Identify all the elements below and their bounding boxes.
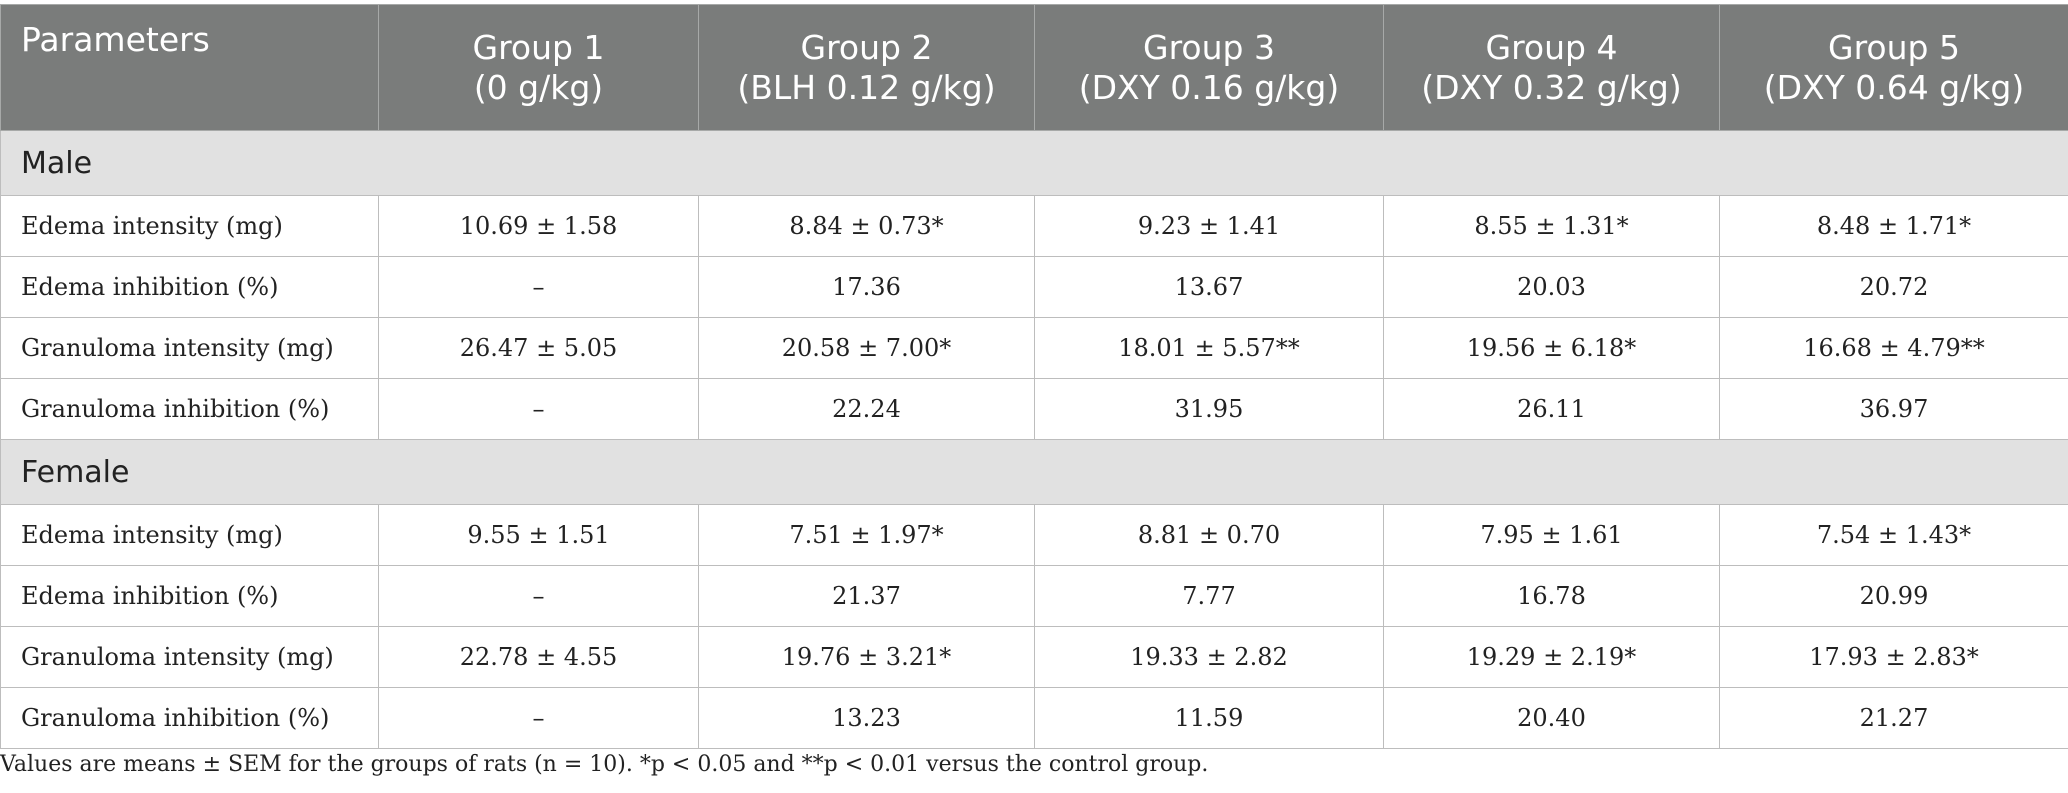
table-cell: 20.40 [1383, 687, 1720, 749]
section-title: Male [0, 130, 2068, 196]
header-group-3: Group 3 (DXY 0.16 g/kg) [1034, 4, 1384, 131]
table-cell: 13.67 [1034, 256, 1384, 318]
table-cell: 20.72 [1719, 256, 2068, 318]
table-row: Granuloma inhibition (%) –13.23 11.59 20.40… [0, 687, 2068, 749]
header-row: Parameters Group 1 (0 g/kg) Group 2 (BLH 0… [0, 4, 2068, 131]
section-row: Male [0, 130, 2068, 196]
table-cell: 18.01 ± 5.57** [1034, 317, 1384, 379]
table-cell: 16.78 [1383, 565, 1720, 627]
table-cell: 8.84 ± 0.73* [698, 195, 1035, 257]
table-cell: 19.29 ± 2.19* [1383, 626, 1720, 688]
table-cell: 8.55 ± 1.31* [1383, 195, 1720, 257]
table-row: Granuloma intensity (mg) 22.78 ± 4.55 19.7… [0, 626, 2068, 688]
table-row: Edema intensity (mg) 10.69 ± 1.58 8.84 ± 0… [0, 195, 2068, 257]
table-cell: 7.54 ± 1.43* [1719, 504, 2068, 566]
table-cell: 19.76 ± 3.21* [698, 626, 1035, 688]
table-cell: 10.69 ± 1.58 [378, 195, 699, 257]
header-group-5: Group 5 (DXY 0.64 g/kg) [1719, 4, 2068, 131]
table-cell: 20.99 [1719, 565, 2068, 627]
table-cell: 8.81 ± 0.70 [1034, 504, 1384, 566]
table-footnote: Values are means ± SEM for the groups of… [0, 752, 1209, 777]
table-cell: – [378, 256, 699, 318]
row-label: Edema intensity (mg) [0, 195, 379, 257]
table-cell: 9.23 ± 1.41 [1034, 195, 1384, 257]
table-cell: 21.27 [1719, 687, 2068, 749]
table-cell: 19.56 ± 6.18* [1383, 317, 1720, 379]
table-cell: 20.03 [1383, 256, 1720, 318]
table-row: Granuloma inhibition (%) –22.24 31.95 26.11… [0, 378, 2068, 440]
data-table: Parameters Group 1 (0 g/kg) Group 2 (BLH 0… [0, 4, 2068, 749]
table-cell: 21.37 [698, 565, 1035, 627]
row-label: Edema intensity (mg) [0, 504, 379, 566]
header-group-1: Group 1 (0 g/kg) [378, 4, 699, 131]
row-label: Granuloma inhibition (%) [0, 378, 379, 440]
table-row: Granuloma intensity (mg) 26.47 ± 5.05 20.5… [0, 317, 2068, 379]
table-cell: 8.48 ± 1.71* [1719, 195, 2068, 257]
table-cell: 19.33 ± 2.82 [1034, 626, 1384, 688]
row-label: Edema inhibition (%) [0, 565, 379, 627]
table-cell: 17.36 [698, 256, 1035, 318]
table-cell: 7.77 [1034, 565, 1384, 627]
table-cell: 7.95 ± 1.61 [1383, 504, 1720, 566]
table-row: Edema inhibition (%) –21.37 7.77 16.78 20.99 [0, 565, 2068, 627]
table-cell: 26.47 ± 5.05 [378, 317, 699, 379]
header-group-4: Group 4 (DXY 0.32 g/kg) [1383, 4, 1720, 131]
table-cell: – [378, 565, 699, 627]
row-label: Granuloma inhibition (%) [0, 687, 379, 749]
table-cell: 20.58 ± 7.00* [698, 317, 1035, 379]
table-cell: – [378, 687, 699, 749]
table-cell: 16.68 ± 4.79** [1719, 317, 2068, 379]
table-cell: – [378, 378, 699, 440]
table-row: Edema inhibition (%) –17.36 13.67 20.03 20.7… [0, 256, 2068, 318]
header-parameters: Parameters [0, 4, 379, 131]
header-group-2: Group 2 (BLH 0.12 g/kg) [698, 4, 1035, 131]
row-label: Granuloma intensity (mg) [0, 317, 379, 379]
table-cell: 31.95 [1034, 378, 1384, 440]
table-cell: 9.55 ± 1.51 [378, 504, 699, 566]
table-body: Male Edema intensity (mg) 10.69 ± 1.58 8.84… [0, 130, 2068, 749]
table-cell: 22.78 ± 4.55 [378, 626, 699, 688]
table-cell: 26.11 [1383, 378, 1720, 440]
row-label: Edema inhibition (%) [0, 256, 379, 318]
table-row: Edema intensity (mg) 9.55 ± 1.51 7.51 ± 1.… [0, 504, 2068, 566]
table-cell: 13.23 [698, 687, 1035, 749]
table-cell: 7.51 ± 1.97* [698, 504, 1035, 566]
table-cell: 36.97 [1719, 378, 2068, 440]
table-cell: 11.59 [1034, 687, 1384, 749]
section-title: Female [0, 439, 2068, 505]
row-label: Granuloma intensity (mg) [0, 626, 379, 688]
section-row: Female [0, 439, 2068, 505]
table-cell: 22.24 [698, 378, 1035, 440]
table-cell: 17.93 ± 2.83* [1719, 626, 2068, 688]
